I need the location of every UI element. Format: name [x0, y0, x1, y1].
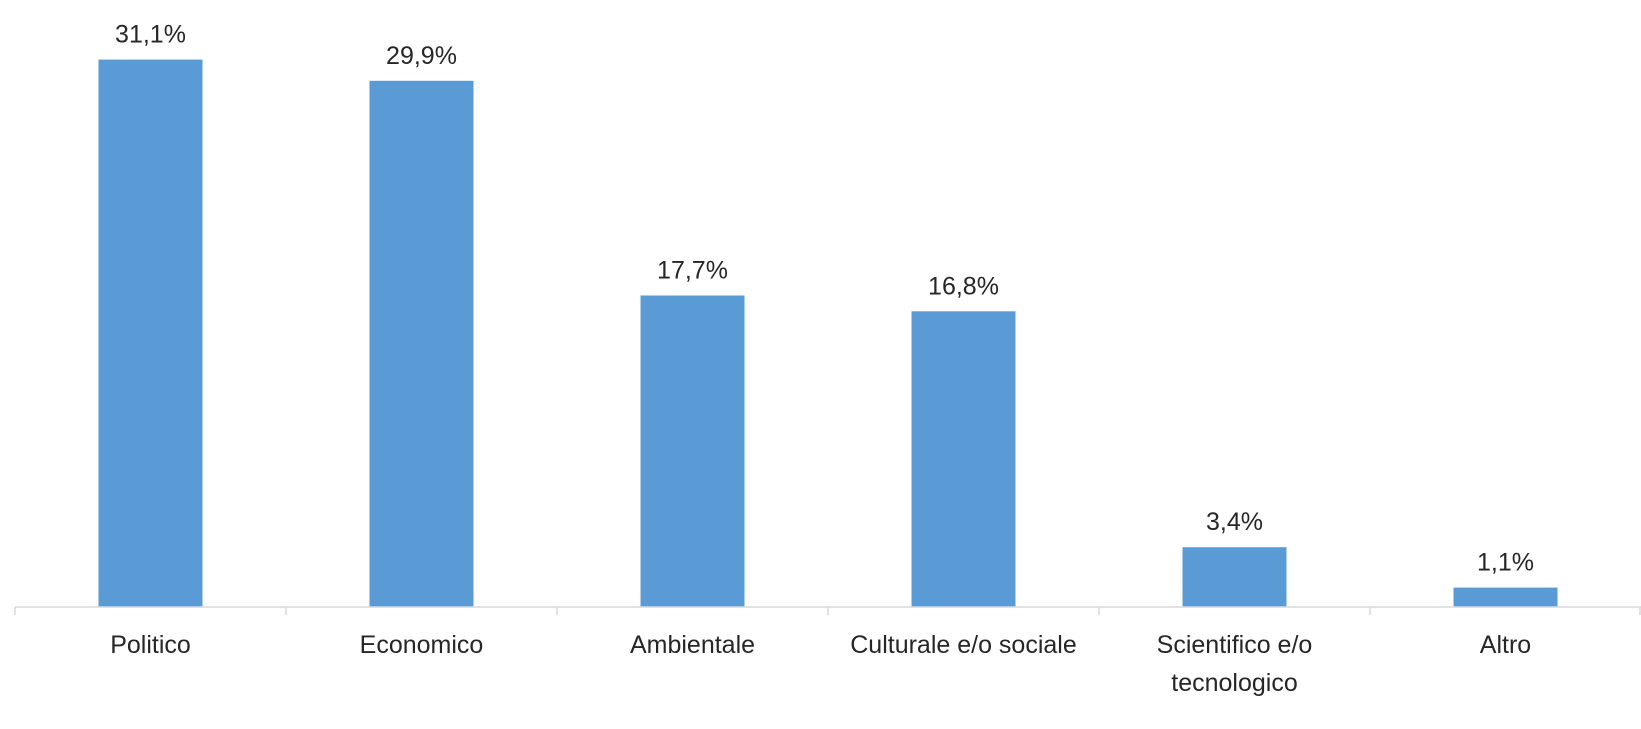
- data-labels-layer: 31,1% 29,9% 17,7% 16,8% 3,4% 1,1%: [115, 21, 1534, 577]
- x-axis: [14, 606, 1641, 615]
- x-tick-label: Culturale e/o sociale: [850, 631, 1077, 659]
- data-label: 17,7%: [657, 257, 728, 285]
- x-tick-label-line: Economico: [360, 631, 484, 659]
- x-tick-label: Politico: [110, 631, 191, 659]
- data-label: 29,9%: [386, 42, 457, 70]
- data-label: 3,4%: [1206, 508, 1263, 536]
- x-tick-label-line: Scientifico e/o: [1157, 631, 1313, 659]
- x-tick-label-line: Ambientale: [630, 631, 755, 659]
- data-label: 16,8%: [928, 272, 999, 300]
- x-tick-label-line: tecnologico: [1171, 669, 1297, 697]
- bar-3: [640, 295, 745, 607]
- bar-5: [1182, 547, 1287, 607]
- x-tick-label: Economico: [360, 631, 484, 659]
- data-label: 31,1%: [115, 21, 186, 49]
- bar-1: [98, 59, 203, 608]
- x-tick-label-line: Altro: [1480, 631, 1531, 659]
- x-tick-label-line: Culturale e/o sociale: [850, 631, 1077, 659]
- x-tick-label-line: Politico: [110, 631, 191, 659]
- x-tick-label: Altro: [1480, 631, 1531, 659]
- x-tick-label: Scientifico e/o tecnologico: [1157, 631, 1313, 697]
- bar-6: [1453, 587, 1558, 607]
- data-label: 1,1%: [1477, 549, 1534, 577]
- x-tick-label: Ambientale: [630, 631, 755, 659]
- bar-2: [369, 80, 474, 608]
- bar-4: [911, 311, 1016, 607]
- bars-layer: [98, 59, 1558, 608]
- x-tick-labels-layer: Politico Economico Ambientale Culturale e/o…: [110, 631, 1531, 697]
